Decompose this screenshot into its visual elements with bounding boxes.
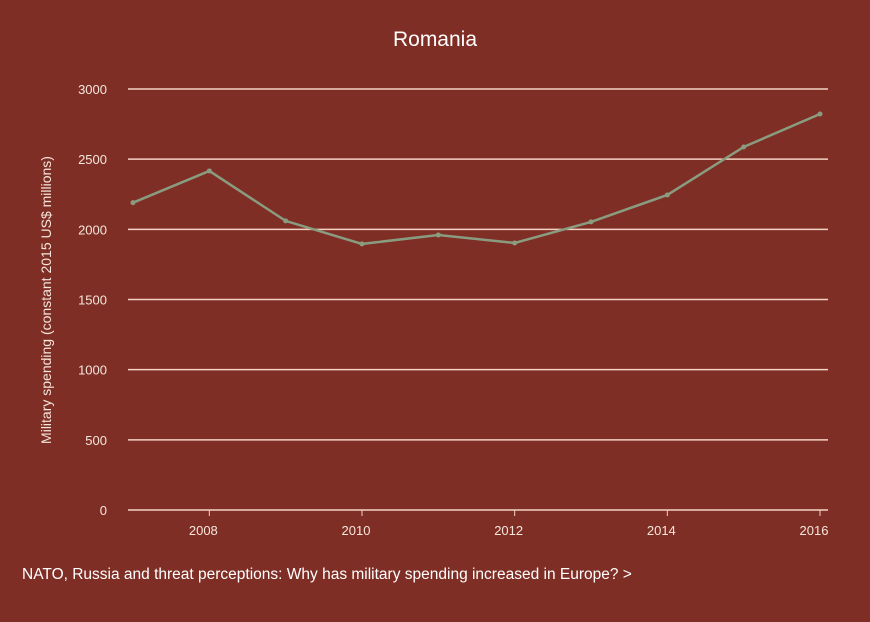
data-point bbox=[130, 200, 136, 206]
data-point bbox=[283, 218, 289, 224]
data-point bbox=[435, 232, 441, 238]
x-tick-label: 2014 bbox=[647, 523, 676, 538]
data-point bbox=[359, 241, 365, 247]
article-link[interactable]: NATO, Russia and threat perceptions: Why… bbox=[22, 566, 632, 583]
x-tick-label: 2016 bbox=[800, 523, 829, 538]
y-tick-label: 3000 bbox=[78, 82, 107, 97]
data-point bbox=[817, 111, 823, 117]
chart-title: Romania bbox=[392, 28, 478, 51]
y-tick-label: 0 bbox=[100, 503, 107, 518]
data-point bbox=[664, 192, 670, 198]
x-tick-label: 2010 bbox=[342, 523, 371, 538]
data-point bbox=[512, 240, 518, 246]
data-point bbox=[741, 144, 747, 150]
y-tick-label: 2500 bbox=[78, 152, 107, 167]
y-axis-label: Military spending (constant 2015 US$ mil… bbox=[38, 156, 54, 444]
y-tick-label: 2000 bbox=[78, 222, 107, 237]
series-line bbox=[132, 112, 821, 246]
y-tick-label: 1000 bbox=[78, 363, 107, 378]
data-point bbox=[588, 219, 594, 225]
y-tick-label: 1500 bbox=[78, 293, 107, 308]
data-point bbox=[206, 168, 212, 174]
y-tick-label: 500 bbox=[85, 433, 107, 448]
x-tick-label: 2008 bbox=[189, 523, 218, 538]
x-tick-label: 2012 bbox=[494, 523, 523, 538]
